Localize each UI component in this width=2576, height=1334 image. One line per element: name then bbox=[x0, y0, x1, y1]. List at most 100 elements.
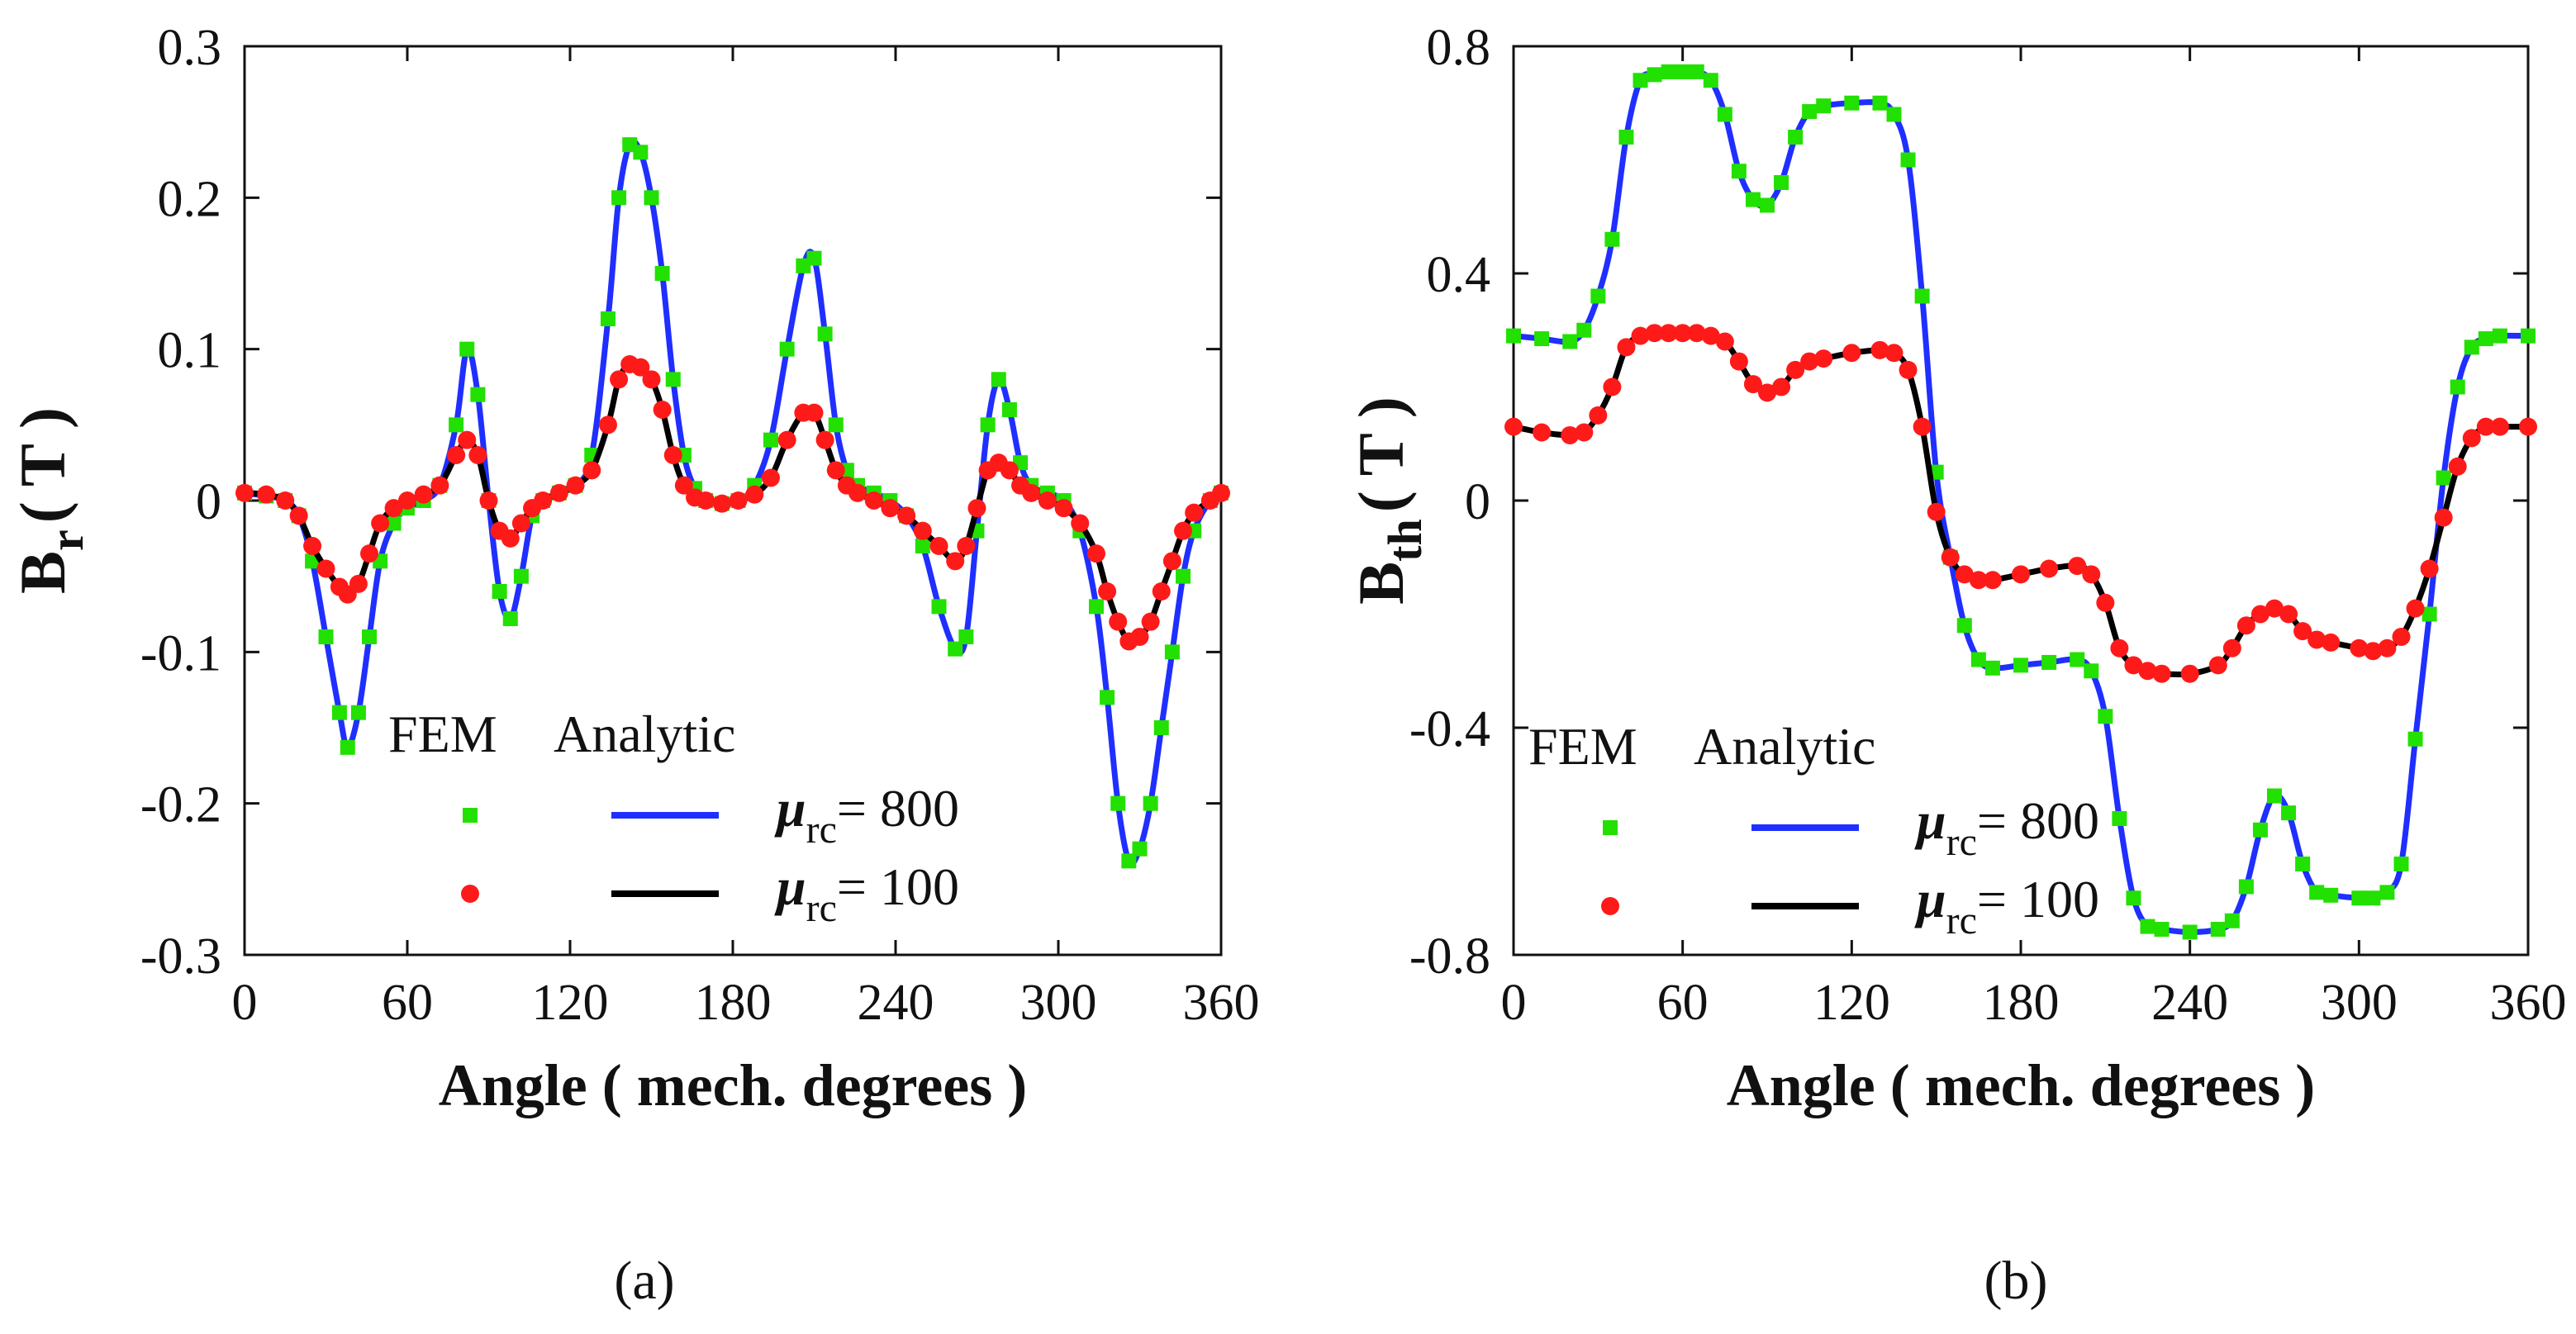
fem-point-100 bbox=[1174, 521, 1193, 540]
fem-point-100 bbox=[2322, 633, 2341, 652]
fem-point-100 bbox=[967, 499, 986, 518]
x-axis-label: Angle ( mech. degrees ) bbox=[439, 1052, 1027, 1118]
y-tick-label: 0.8 bbox=[1427, 20, 1491, 76]
fem-point-100 bbox=[610, 370, 629, 389]
analytic-line-100 bbox=[1513, 330, 2528, 678]
fem-point-800 bbox=[1788, 130, 1804, 145]
y-axis-label-text: Br ( T ) bbox=[7, 407, 93, 594]
fem-point-100 bbox=[1673, 324, 1692, 343]
fem-point-800 bbox=[318, 629, 334, 644]
chart-panel-a: 0 60 120 180 240 300 360 -0.3 -0.2 -0.1 0 0.1 0.2 0.3… bbox=[7, 20, 1260, 1311]
fem-point-100 bbox=[479, 491, 498, 510]
fem-point-100 bbox=[2096, 593, 2115, 612]
fem-point-100 bbox=[1842, 344, 1861, 363]
fem-point-800 bbox=[2267, 788, 2282, 804]
fem-point-100 bbox=[276, 491, 295, 510]
fem-point-800 bbox=[1001, 402, 1017, 417]
x-tick-label: 180 bbox=[1983, 975, 2060, 1031]
fem-point-800 bbox=[1633, 73, 1648, 88]
fem-point-100 bbox=[2152, 664, 2171, 683]
x-tick-label: 300 bbox=[1020, 975, 1097, 1031]
fem-point-800 bbox=[665, 372, 681, 387]
fem-point-800 bbox=[459, 341, 475, 357]
fem-point-100 bbox=[897, 506, 916, 525]
fem-point-100 bbox=[1130, 628, 1149, 646]
x-tick-label: 300 bbox=[2321, 975, 2398, 1031]
fem-point-800 bbox=[2182, 924, 2198, 940]
fem-point-800 bbox=[513, 568, 529, 584]
fem-point-800 bbox=[1661, 64, 1676, 79]
fem-point-800 bbox=[1604, 231, 1620, 247]
fem-point-100 bbox=[2250, 605, 2269, 624]
fem-point-800 bbox=[1984, 660, 2000, 676]
fem-point-100 bbox=[815, 430, 834, 449]
fem-point-100 bbox=[1212, 483, 1230, 502]
fem-point-100 bbox=[929, 537, 948, 555]
fem-point-800 bbox=[2281, 805, 2297, 821]
fem-point-100 bbox=[1701, 326, 1720, 345]
fem-point-800 bbox=[1153, 720, 1169, 735]
fem-point-100 bbox=[1758, 383, 1776, 402]
fem-point-800 bbox=[362, 629, 378, 644]
fem-point-100 bbox=[1814, 349, 1833, 368]
fem-point-800 bbox=[1872, 95, 1888, 111]
y-axis-label-text: Bth ( T ) bbox=[1345, 396, 1432, 605]
legend-fem-marker-100 bbox=[1601, 897, 1619, 915]
series-800 bbox=[1506, 64, 2536, 940]
fem-point-100 bbox=[1575, 423, 1594, 442]
fem-point-800 bbox=[492, 584, 507, 599]
fem-point-800 bbox=[2112, 811, 2127, 826]
legend-mu-subscript: rc bbox=[1946, 820, 1977, 864]
fem-point-800 bbox=[2351, 890, 2367, 906]
fem-point-800 bbox=[1689, 64, 1704, 79]
fem-point-800 bbox=[1802, 104, 1818, 120]
fem-point-800 bbox=[1176, 568, 1191, 584]
fem-point-800 bbox=[1618, 130, 1634, 145]
fem-point-800 bbox=[806, 250, 822, 266]
fem-point-100 bbox=[881, 499, 900, 518]
fem-point-100 bbox=[1589, 406, 1608, 425]
fem-point-800 bbox=[1760, 197, 1775, 213]
x-tick-label: 60 bbox=[382, 975, 433, 1031]
fem-point-100 bbox=[1913, 417, 1932, 436]
fem-point-800 bbox=[2013, 658, 2028, 673]
fem-point-100 bbox=[1927, 502, 1946, 521]
legend-fem-marker-800 bbox=[463, 808, 478, 823]
fem-point-800 bbox=[1506, 328, 1521, 344]
fem-point-800 bbox=[1121, 853, 1137, 869]
fem-point-800 bbox=[654, 266, 670, 281]
fem-point-100 bbox=[2040, 559, 2059, 578]
legend-mu-value: = 800 bbox=[1977, 791, 2099, 850]
legend-analytic-header: Analytic bbox=[1694, 717, 1875, 776]
fem-point-100 bbox=[761, 468, 780, 487]
fem-point-100 bbox=[674, 476, 693, 495]
fem-point-100 bbox=[447, 446, 466, 464]
fem-point-100 bbox=[1870, 340, 1889, 359]
fem-point-100 bbox=[1899, 360, 1918, 379]
fem-point-800 bbox=[340, 739, 355, 755]
y-axis-label-symbol: B bbox=[1345, 562, 1417, 605]
y-tick-label: -0.1 bbox=[140, 625, 221, 681]
y-axis-label-subscript: th bbox=[1378, 519, 1432, 562]
fem-point-800 bbox=[2436, 470, 2451, 486]
fem-point-100 bbox=[2462, 429, 2481, 448]
fem-point-100 bbox=[2406, 599, 2425, 618]
fem-point-100 bbox=[2236, 616, 2255, 635]
fem-point-800 bbox=[1110, 795, 1126, 811]
fem-point-100 bbox=[501, 529, 520, 548]
fem-point-100 bbox=[2434, 508, 2453, 527]
fem-point-100 bbox=[468, 446, 487, 464]
chart-panel-b: 0 60 120 180 240 300 360 -0.8 -0.4 0 0.4 0.8 Angle (… bbox=[1345, 20, 2567, 1311]
y-tick-label: 0.4 bbox=[1427, 247, 1491, 303]
legend-mu-symbol: μ bbox=[1914, 870, 1946, 928]
fem-point-100 bbox=[2490, 417, 2509, 436]
fem-point-100 bbox=[398, 491, 416, 510]
fem-point-800 bbox=[331, 705, 347, 720]
fem-point-100 bbox=[2378, 639, 2397, 658]
fem-point-800 bbox=[2098, 709, 2113, 724]
fem-point-800 bbox=[1816, 98, 1832, 114]
fem-point-800 bbox=[2126, 890, 2141, 906]
fem-point-100 bbox=[2293, 622, 2312, 641]
fem-point-100 bbox=[2265, 599, 2284, 618]
